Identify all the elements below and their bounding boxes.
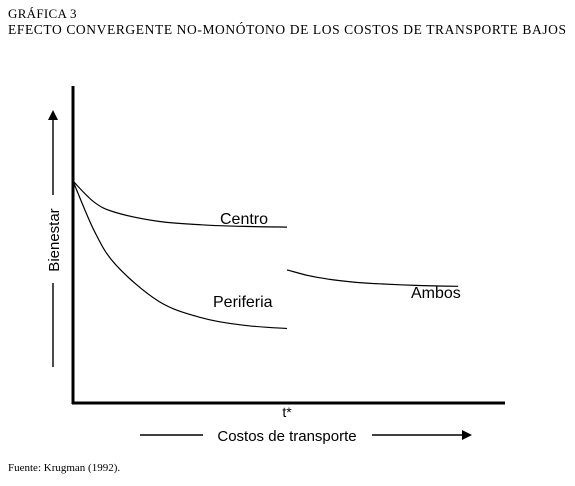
series-label-centro: Centro [220, 211, 268, 228]
x-axis-label: Costos de transporte [217, 428, 356, 445]
figure-source: Fuente: Krugman (1992). [8, 462, 121, 474]
series-label-ambos: Ambos [411, 285, 461, 302]
series-label-periferia: Periferia [213, 294, 273, 311]
y-axis-label: Bienestar [46, 208, 63, 271]
figure-label: GRÁFICA 3 [8, 6, 77, 21]
figure-title: EFECTO CONVERGENTE NO-MONÓTONO DE LOS CO… [8, 22, 567, 37]
series-line-periferia [72, 180, 288, 330]
series-line-ambos [286, 269, 459, 287]
series-line-centro [72, 180, 288, 228]
x-tick-label-tstar: t* [282, 404, 292, 420]
